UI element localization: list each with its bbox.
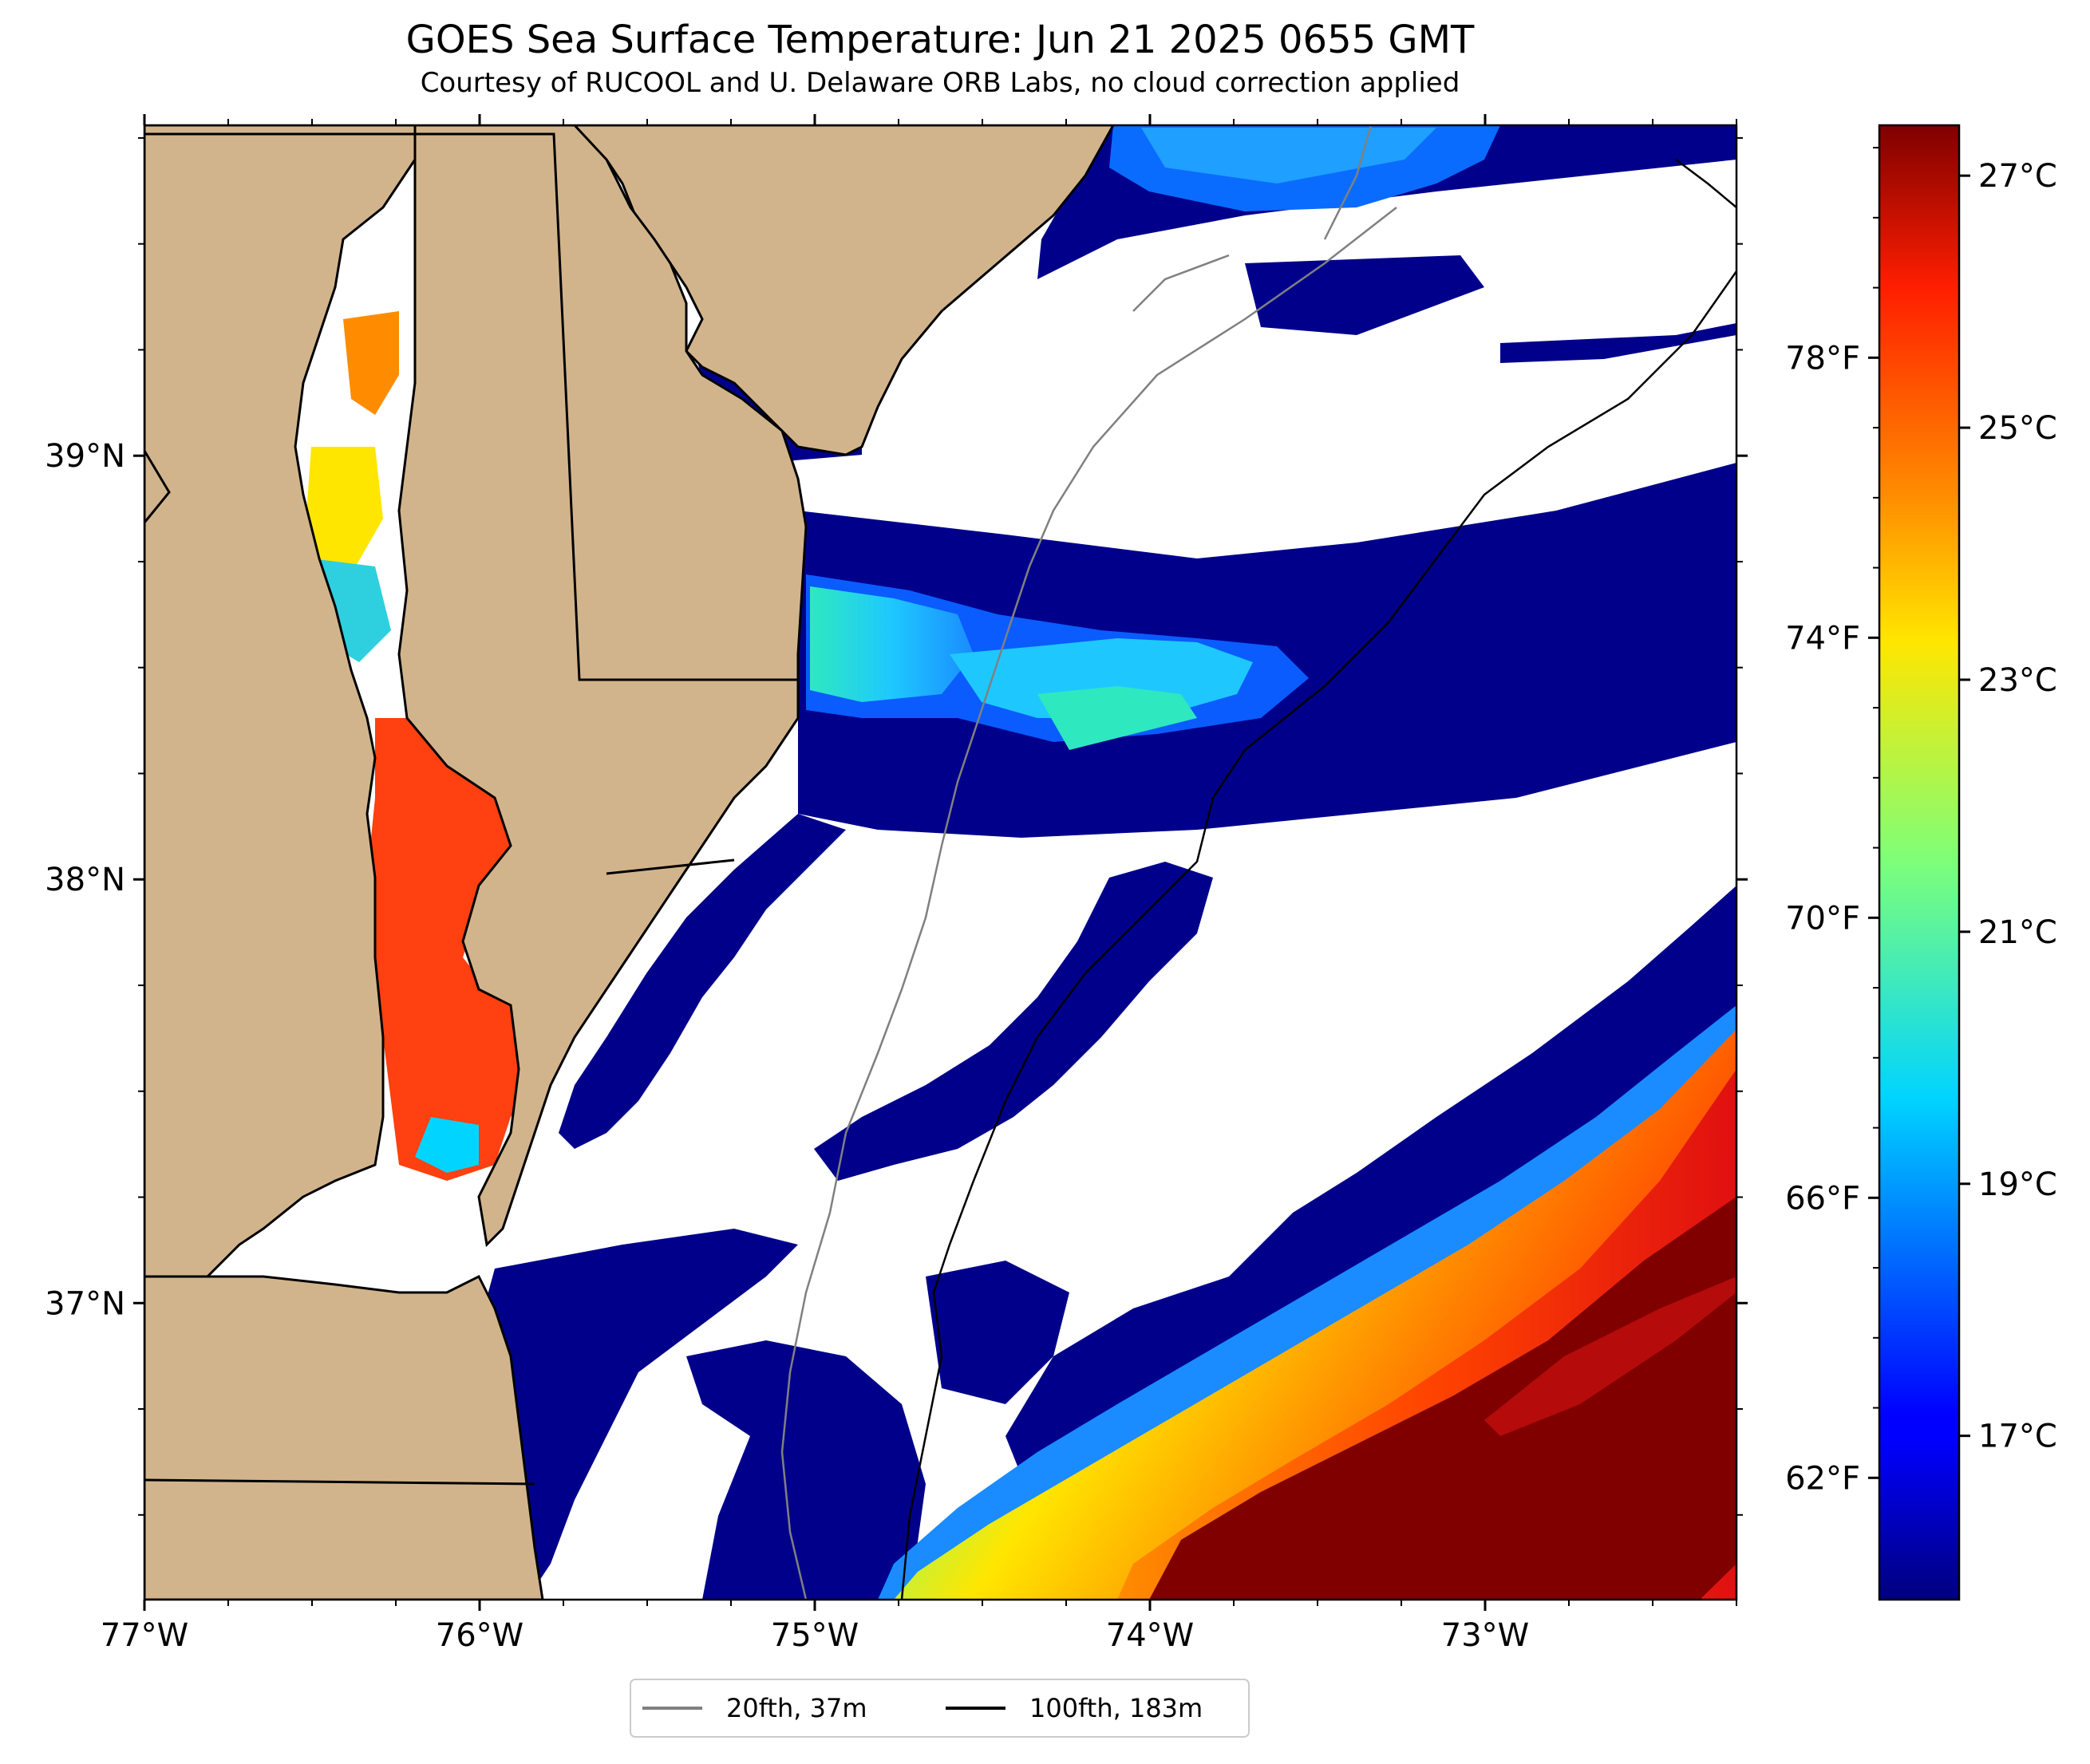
lat-tick-label: 39°N — [45, 438, 125, 475]
map-frame — [143, 124, 1738, 1601]
lat-tick-label: 38°N — [45, 862, 125, 898]
sst-cyan-streak — [806, 574, 1309, 750]
lon-tick-label: 76°W — [436, 1617, 523, 1654]
colorbar-axes: 17°C 19°C 21°C 23°C 25°C 27°C 62°F 66°F 70°F 74°F… — [1785, 147, 2057, 1497]
celsius-tick-label: 27°C — [1978, 158, 2057, 195]
map-axes: 77°W 76°W 75°W 74°W 73°W 39°N 38°N 37°N — [45, 114, 1748, 1654]
map-panel — [144, 125, 1736, 1600]
figure-subtitle: Courtesy of RUCOOL and U. Delaware ORB L… — [421, 67, 1460, 99]
sst-cool-water-north — [1109, 125, 1500, 211]
lat-tick-label: 37°N — [45, 1285, 125, 1322]
figure-title: GOES Sea Surface Temperature: Jun 21 202… — [406, 18, 1475, 62]
celsius-tick-label: 21°C — [1978, 914, 2057, 951]
celsius-tick-label: 17°C — [1978, 1419, 2057, 1455]
fahrenheit-tick-label: 74°F — [1785, 620, 1860, 657]
land-areas — [144, 125, 1115, 1600]
lon-tick-label: 75°W — [771, 1617, 859, 1654]
fahrenheit-tick-label: 62°F — [1785, 1460, 1860, 1497]
legend: 20fth, 37m 100fth, 183m — [630, 1679, 1250, 1738]
sst-gulf-stream — [878, 1005, 1736, 1600]
lon-tick-label: 74°W — [1106, 1617, 1194, 1654]
celsius-tick-label: 23°C — [1978, 662, 2057, 699]
fahrenheit-tick-label: 66°F — [1785, 1180, 1860, 1217]
isobath-100fth — [900, 159, 1736, 1600]
legend-label-20fth: 20fth, 37m — [726, 1693, 867, 1723]
isobath-20fth — [780, 125, 1397, 1600]
fahrenheit-tick-label: 78°F — [1785, 340, 1860, 377]
fahrenheit-tick-label: 70°F — [1785, 900, 1860, 937]
lon-tick-label: 77°W — [101, 1617, 188, 1654]
celsius-tick-label: 19°C — [1978, 1166, 2057, 1203]
state-borders — [144, 132, 798, 1486]
celsius-tick-label: 25°C — [1978, 410, 2057, 447]
legend-label-100fth: 100fth, 183m — [1029, 1693, 1203, 1723]
legend-frame — [630, 1679, 1250, 1738]
colorbar — [1878, 124, 1961, 1601]
lon-tick-label: 73°W — [1441, 1617, 1529, 1654]
